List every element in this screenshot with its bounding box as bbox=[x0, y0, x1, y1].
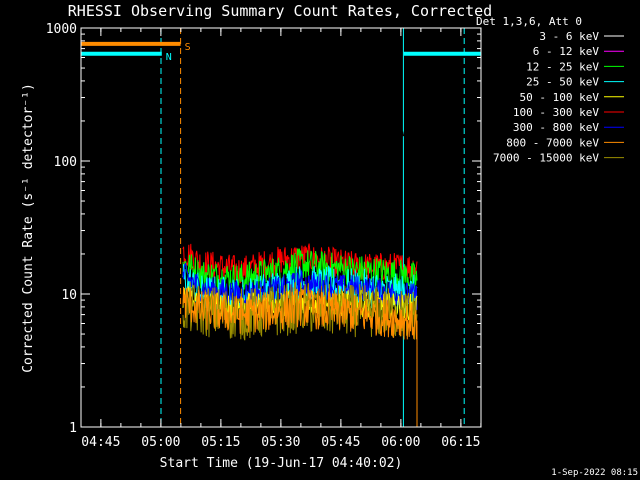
chart-title: RHESSI Observing Summary Count Rates, Co… bbox=[68, 2, 492, 20]
x-tick-label: 06:15 bbox=[441, 435, 480, 450]
legend-entry-label: 3 - 6 keV bbox=[539, 30, 599, 43]
legend-title: Det 1,3,6, Att 0 bbox=[476, 15, 582, 28]
legend-entry-label: 25 - 50 keV bbox=[526, 76, 599, 89]
flag-label-s: S bbox=[185, 42, 191, 53]
plot-area: NS bbox=[81, 28, 481, 427]
x-tick-label: 05:00 bbox=[141, 435, 180, 450]
y-tick-label: 1 bbox=[69, 421, 77, 436]
legend-entry-label: 300 - 800 keV bbox=[513, 121, 599, 134]
legend-entry-label: 100 - 300 keV bbox=[513, 106, 599, 119]
legend-entry-label: 50 - 100 keV bbox=[520, 91, 600, 104]
legend-entry-label: 6 - 12 keV bbox=[533, 45, 600, 58]
x-axis-ticks: 04:45 05:00 05:15 05:30 05:45 06:00 06:15 bbox=[81, 28, 482, 450]
legend-entry-label: 7000 - 15000 keV bbox=[493, 152, 599, 165]
legend-entry-label: 12 - 25 keV bbox=[526, 60, 599, 73]
x-tick-label: 05:15 bbox=[201, 435, 240, 450]
plot-date-footer: 1-Sep-2022 08:15 bbox=[551, 468, 638, 478]
y-tick-label: 10 bbox=[61, 288, 77, 303]
series-line-0 bbox=[182, 123, 418, 201]
y-axis-label: Corrected Count Rate (s⁻¹ detector⁻¹) bbox=[21, 83, 36, 373]
x-axis-label: Start Time (19-Jun-17 04:40:02) bbox=[160, 456, 403, 471]
y-tick-label: 100 bbox=[54, 155, 77, 170]
x-tick-label: 06:00 bbox=[381, 435, 420, 450]
legend-entry-label: 800 - 7000 keV bbox=[506, 136, 599, 149]
y-tick-label: 1000 bbox=[46, 22, 77, 37]
x-tick-label: 04:45 bbox=[81, 435, 120, 450]
flag-label-n: N bbox=[166, 52, 172, 63]
x-tick-label: 05:45 bbox=[321, 435, 360, 450]
y-axis-ticks: 1 10 100 1000 bbox=[46, 22, 481, 436]
legend: Det 1,3,6, Att 0 3 - 6 keV 6 - 12 keV 12 -… bbox=[476, 15, 624, 165]
series-line-7 bbox=[182, 286, 418, 427]
x-tick-label: 05:30 bbox=[261, 435, 300, 450]
